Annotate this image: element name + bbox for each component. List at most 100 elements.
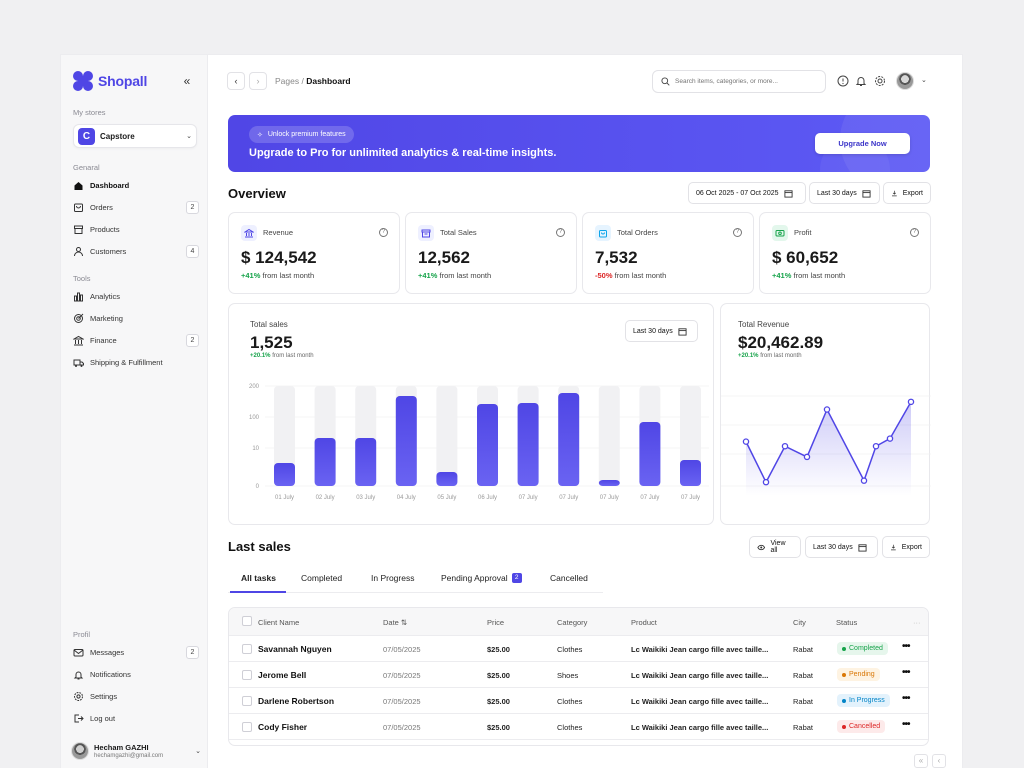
data-point[interactable] xyxy=(762,478,770,486)
data-point[interactable] xyxy=(742,438,750,445)
tab-pending-approval[interactable]: Pending Approval 2 xyxy=(441,573,522,583)
tab-in-progress[interactable]: In Progress xyxy=(371,573,414,583)
sidebar-item-marketing[interactable]: Marketing xyxy=(73,310,199,326)
tab-completed[interactable]: Completed xyxy=(301,573,342,583)
sidebar-item-label: Products xyxy=(90,225,120,235)
bar[interactable] xyxy=(314,438,336,486)
tab-cancelled[interactable]: Cancelled xyxy=(550,573,588,583)
status-badge: Pending xyxy=(837,668,880,681)
kpi-change-value: +41% xyxy=(241,271,261,280)
breadcrumb-parent[interactable]: Pages / xyxy=(275,76,304,86)
gear-icon[interactable] xyxy=(873,74,887,88)
last-sales-export-button[interactable]: Export xyxy=(882,536,930,558)
prev-page-button[interactable]: ‹ xyxy=(932,754,946,768)
row-actions-icon[interactable]: ••• xyxy=(902,719,910,730)
first-page-button[interactable]: « xyxy=(914,754,928,768)
download-icon xyxy=(891,544,896,550)
data-point[interactable] xyxy=(886,435,894,442)
table-row[interactable]: Darlene Robertson 07/05/2025 $25.00 Clothes… xyxy=(229,688,928,714)
sidebar-item-messages[interactable]: Messages 2 xyxy=(73,644,199,660)
row-checkbox[interactable] xyxy=(242,670,252,680)
sidebar-item-orders[interactable]: Orders 2 xyxy=(73,199,199,215)
bar[interactable] xyxy=(395,396,417,486)
help-icon[interactable]: ? xyxy=(379,228,388,237)
column-header-date[interactable]: Date ⇅ xyxy=(383,618,408,627)
sidebar-item-finance[interactable]: Finance 2 xyxy=(73,333,199,349)
home-icon xyxy=(74,181,83,190)
row-actions-icon[interactable]: ••• xyxy=(902,641,910,652)
data-point[interactable] xyxy=(823,406,831,413)
bar-track xyxy=(436,386,458,486)
cell-date: 07/05/2025 xyxy=(383,723,421,732)
user-profile[interactable]: Hecham GAZHI hechamgazhi@gmail.com ⌄ xyxy=(71,740,201,762)
help-icon[interactable] xyxy=(836,74,850,88)
row-actions-icon[interactable]: ••• xyxy=(902,693,910,704)
brand-logo[interactable]: Shopall xyxy=(73,71,147,91)
sales-change-value: +20.1% xyxy=(250,353,271,359)
last-sales-period-button[interactable]: Last 30 days xyxy=(805,536,878,558)
table-row[interactable]: Savannah Nguyen 07/05/2025 $25.00 Clothes Lc… xyxy=(229,636,928,662)
data-point[interactable] xyxy=(803,453,811,461)
sidebar-item-notifications[interactable]: Notifications xyxy=(73,666,199,682)
back-button[interactable]: ‹ xyxy=(227,72,245,90)
row-checkbox[interactable] xyxy=(242,644,252,654)
data-point[interactable] xyxy=(907,398,915,406)
sidebar-item-customers[interactable]: Customers 4 xyxy=(73,244,199,260)
overview-period-label: Last 30 days xyxy=(817,189,857,197)
user-avatar[interactable] xyxy=(896,72,914,90)
collapse-sidebar-icon[interactable]: « xyxy=(183,74,191,88)
sales-period-button[interactable]: Last 30 days xyxy=(625,320,698,342)
store-selector[interactable]: C Capstore ⌄ xyxy=(73,124,197,148)
data-point[interactable] xyxy=(872,442,880,450)
overview-export-button[interactable]: Export xyxy=(883,182,931,204)
kpi-label: Revenue xyxy=(263,228,294,237)
sidebar-item-analytics[interactable]: Analytics xyxy=(73,288,199,304)
forward-button[interactable]: › xyxy=(249,72,267,90)
bar[interactable] xyxy=(436,472,458,486)
bar[interactable] xyxy=(355,438,377,486)
bar[interactable] xyxy=(517,403,539,486)
data-point[interactable] xyxy=(781,442,789,450)
chevron-down-icon: ⌄ xyxy=(186,133,192,140)
help-icon[interactable]: ? xyxy=(733,228,742,237)
table-row[interactable]: Jerome Bell 07/05/2025 $25.00 Shoes Lc Waiki… xyxy=(229,662,928,688)
bar[interactable] xyxy=(598,480,620,486)
overview-period-button[interactable]: Last 30 days xyxy=(809,182,880,204)
bar[interactable] xyxy=(274,463,295,486)
view-all-button[interactable]: View all xyxy=(749,536,801,558)
search-box[interactable] xyxy=(652,70,826,93)
bar[interactable] xyxy=(558,393,580,486)
row-checkbox[interactable] xyxy=(242,722,252,732)
bar-chart-icon xyxy=(74,292,83,301)
kpi-change-value: +41% xyxy=(418,271,438,280)
select-all-checkbox[interactable] xyxy=(242,616,252,626)
sidebar-item-label: Orders xyxy=(90,202,113,212)
data-point[interactable] xyxy=(860,477,868,484)
table-row[interactable]: Cody Fisher 07/05/2025 $25.00 Clothes Lc Wai… xyxy=(229,714,928,740)
calendar-icon xyxy=(858,543,867,552)
upgrade-button[interactable]: Upgrade Now xyxy=(815,133,910,154)
help-icon[interactable]: ? xyxy=(910,228,919,237)
sidebar-item-label: Dashboard xyxy=(90,180,130,190)
search-input[interactable] xyxy=(675,78,815,85)
bar[interactable] xyxy=(477,404,498,486)
row-checkbox[interactable] xyxy=(242,696,252,706)
chevron-down-icon[interactable]: ⌄ xyxy=(921,77,927,84)
help-icon[interactable]: ? xyxy=(556,228,565,237)
tab-all-tasks[interactable]: All tasks xyxy=(241,573,276,583)
bar[interactable] xyxy=(680,460,701,486)
sidebar-item-settings[interactable]: Settings xyxy=(73,689,199,705)
sidebar-item-log-out[interactable]: Log out xyxy=(73,711,199,727)
cell-city: Rabat xyxy=(793,723,814,732)
row-actions-icon[interactable]: ••• xyxy=(902,667,910,678)
x-tick-label: 05 July xyxy=(437,495,456,501)
kpi-label: Profit xyxy=(794,228,812,237)
sidebar-item-dashboard[interactable]: Dashboard xyxy=(73,177,199,193)
sidebar-item-products[interactable]: Products xyxy=(73,222,199,238)
bar[interactable] xyxy=(639,422,661,486)
bell-icon[interactable] xyxy=(854,74,868,88)
total-revenue-panel: Total Revenue $20,462.89 +20.1% from las… xyxy=(720,303,931,525)
sidebar-item-shipping-fulfillment[interactable]: Shipping & Fulfillment xyxy=(73,355,199,371)
kpi-value: 12,562 xyxy=(418,248,470,267)
date-range-picker[interactable]: 06 Oct 2025 - 07 Oct 2025 xyxy=(688,182,806,204)
